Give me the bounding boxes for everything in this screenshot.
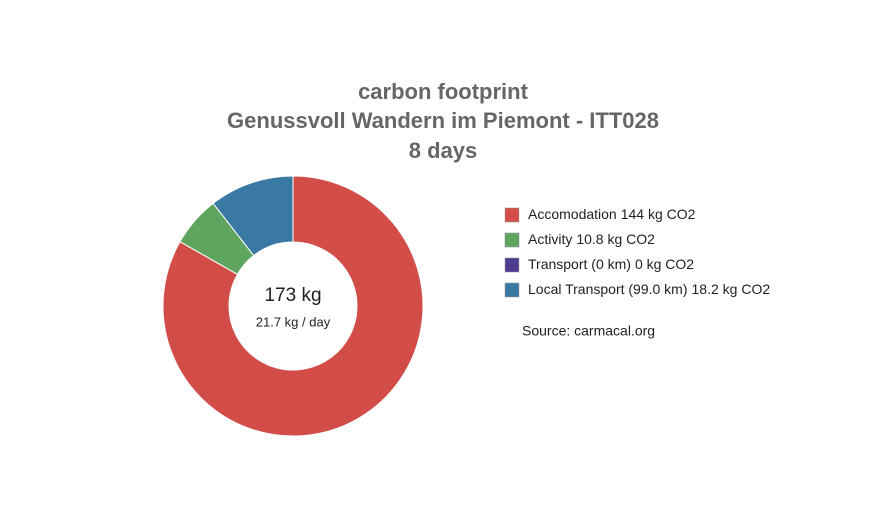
chart-title: Genussvoll Wandern im Piemont - ITT028	[227, 108, 659, 133]
chart-title: 8 days	[409, 138, 478, 163]
center-label: 173 kg	[264, 285, 321, 306]
slice	[212, 175, 294, 257]
slice	[162, 175, 424, 437]
legend-value: 144 kg CO2	[621, 206, 696, 222]
legend-swatch	[504, 282, 520, 298]
legend-category: Transport (0 km)	[528, 256, 631, 272]
legend-label: Local Transport (99.0 km) 18.2 kg CO2	[528, 281, 770, 297]
legend-label: Accomodation 144 kg CO2	[528, 206, 696, 222]
chart-title: carbon footprint	[358, 79, 529, 104]
legend-value: 10.8 kg CO2	[576, 231, 655, 247]
source: Source: carmacal.org	[522, 323, 655, 339]
legend-label: Transport (0 km) 0 kg CO2	[528, 256, 694, 272]
legend-label: Activity 10.8 kg CO2	[528, 231, 655, 247]
legend-value: 0 kg CO2	[635, 256, 694, 272]
legend-category: Accomodation	[528, 206, 617, 222]
legend-swatch	[504, 257, 520, 273]
legend-value: 18.2 kg CO2	[692, 281, 771, 297]
legend-category: Local Transport (99.0 km)	[528, 281, 688, 297]
center-sublabel: 21.7 kg / day	[256, 314, 331, 329]
legend-swatch	[504, 232, 520, 248]
donut	[162, 175, 424, 437]
legend-category: Activity	[528, 231, 572, 247]
legend-swatch	[504, 207, 520, 223]
